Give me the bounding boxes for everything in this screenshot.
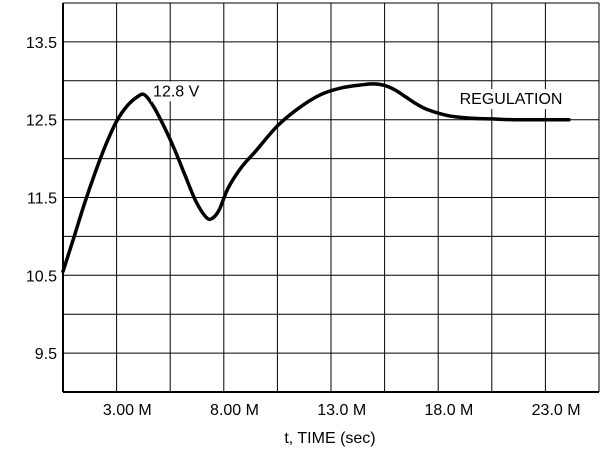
x-tick-label: 13.0 M <box>317 402 366 419</box>
x-tick-label: 18.0 M <box>424 402 473 419</box>
y-tick-label: 9.5 <box>35 346 57 363</box>
y-tick-label: 10.5 <box>26 268 57 285</box>
x-tick-label: 8.00 M <box>210 402 259 419</box>
grid <box>62 2 600 393</box>
annotation-label: REGULATION <box>460 91 563 108</box>
x-tick-label: 3.00 M <box>103 402 152 419</box>
annotation-background <box>151 81 202 102</box>
x-axis-label: t, TIME (sec) <box>284 430 375 447</box>
annotation-background <box>457 89 565 110</box>
series-line <box>61 82 571 274</box>
y-tick-label: 12.5 <box>26 113 57 130</box>
x-tick-label: 23.0 M <box>532 402 581 419</box>
y-tick-label: 13.5 <box>26 35 57 52</box>
tick-labels: 9.5 10.5 11.5 12.5 13.5 3.00 M 8.00 M 13.0 M 18.… <box>26 35 581 419</box>
annotation-label: 12.8 V <box>153 83 200 100</box>
plot-area <box>61 82 571 274</box>
annotations: 12.8 V REGULATION <box>151 81 565 110</box>
y-tick-label: 11.5 <box>27 191 57 208</box>
